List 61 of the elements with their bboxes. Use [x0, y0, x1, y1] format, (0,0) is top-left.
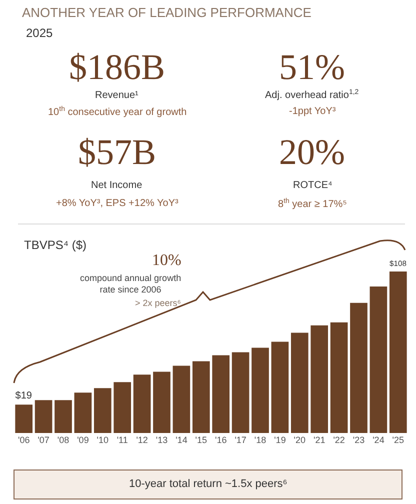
- bar: [389, 272, 407, 433]
- bar: [350, 302, 368, 433]
- bar: [114, 382, 132, 433]
- bar: [54, 400, 72, 433]
- x-tick-label: '09: [77, 435, 89, 445]
- bar: [290, 332, 308, 433]
- text: +8% YoY³, EPS +12% YoY³: [56, 198, 179, 209]
- bar: [192, 361, 210, 433]
- text: Revenue¹: [95, 90, 140, 101]
- x-tick-label: '10: [96, 435, 109, 445]
- x-tick-label: '06: [18, 435, 30, 445]
- bar: [330, 322, 348, 433]
- text: 10$^{th}$ consecutive year of growth: [48, 105, 187, 118]
- x-tick-label: '24: [372, 435, 384, 445]
- bar: [15, 404, 33, 433]
- bar: [34, 400, 52, 433]
- bar: [94, 388, 112, 433]
- text: ANOTHER YEAR OF LEADING PERFORMANCE: [22, 5, 312, 20]
- text: 2025: [26, 26, 54, 40]
- x-tick-label: '07: [38, 435, 50, 445]
- x-tick-label: '22: [333, 435, 345, 445]
- x-tick-label: '19: [274, 435, 286, 445]
- text: Net Income: [91, 180, 143, 191]
- text: 10%: [152, 252, 182, 269]
- bar: [271, 342, 289, 433]
- text: -1ppt YoY³: [289, 106, 336, 117]
- text: 20%: [279, 132, 345, 172]
- x-tick-label: '25: [392, 435, 404, 445]
- x-tick-label: '08: [57, 435, 70, 445]
- x-tick-label: '21: [313, 435, 326, 445]
- data-label: $108: [390, 259, 406, 268]
- x-tick-label: '23: [352, 435, 365, 445]
- bar: [153, 372, 170, 433]
- bar: [370, 286, 388, 433]
- x-tick-label: '17: [234, 435, 246, 445]
- bar: [212, 355, 230, 433]
- text: ROTCE⁴: [293, 180, 332, 191]
- bar: [232, 352, 250, 433]
- x-tick-label: '11: [116, 435, 128, 445]
- x-tick-label: '16: [214, 435, 227, 445]
- bar: [74, 392, 92, 433]
- bar: [252, 348, 269, 433]
- x-tick-label: '15: [195, 435, 208, 445]
- text: 51%: [279, 47, 345, 87]
- text: $186B: [69, 47, 166, 87]
- bar: [310, 325, 328, 433]
- chart-title: TBVPS⁴ ($): [24, 238, 87, 252]
- x-tick-label: '13: [156, 435, 168, 445]
- x-tick-label: '14: [176, 435, 188, 445]
- x-tick-label: '18: [254, 435, 266, 445]
- bar: [133, 374, 151, 433]
- bar: [172, 366, 190, 433]
- x-tick-label: '12: [136, 435, 148, 445]
- text: $57B: [78, 132, 156, 172]
- x-tick-label: '20: [294, 435, 306, 445]
- annotation: compound annual growth rate since 2006: [80, 273, 182, 295]
- text: 10-year total return ~1.5x peers⁶: [129, 478, 288, 490]
- text: Adj. overhead ratio$^{1,2}$: [265, 89, 359, 102]
- annotation: > 2x peers⁶: [135, 298, 182, 308]
- text: 8$^{th}$ year ≥ 17%⁵: [278, 197, 347, 210]
- data-label: $19: [15, 390, 32, 402]
